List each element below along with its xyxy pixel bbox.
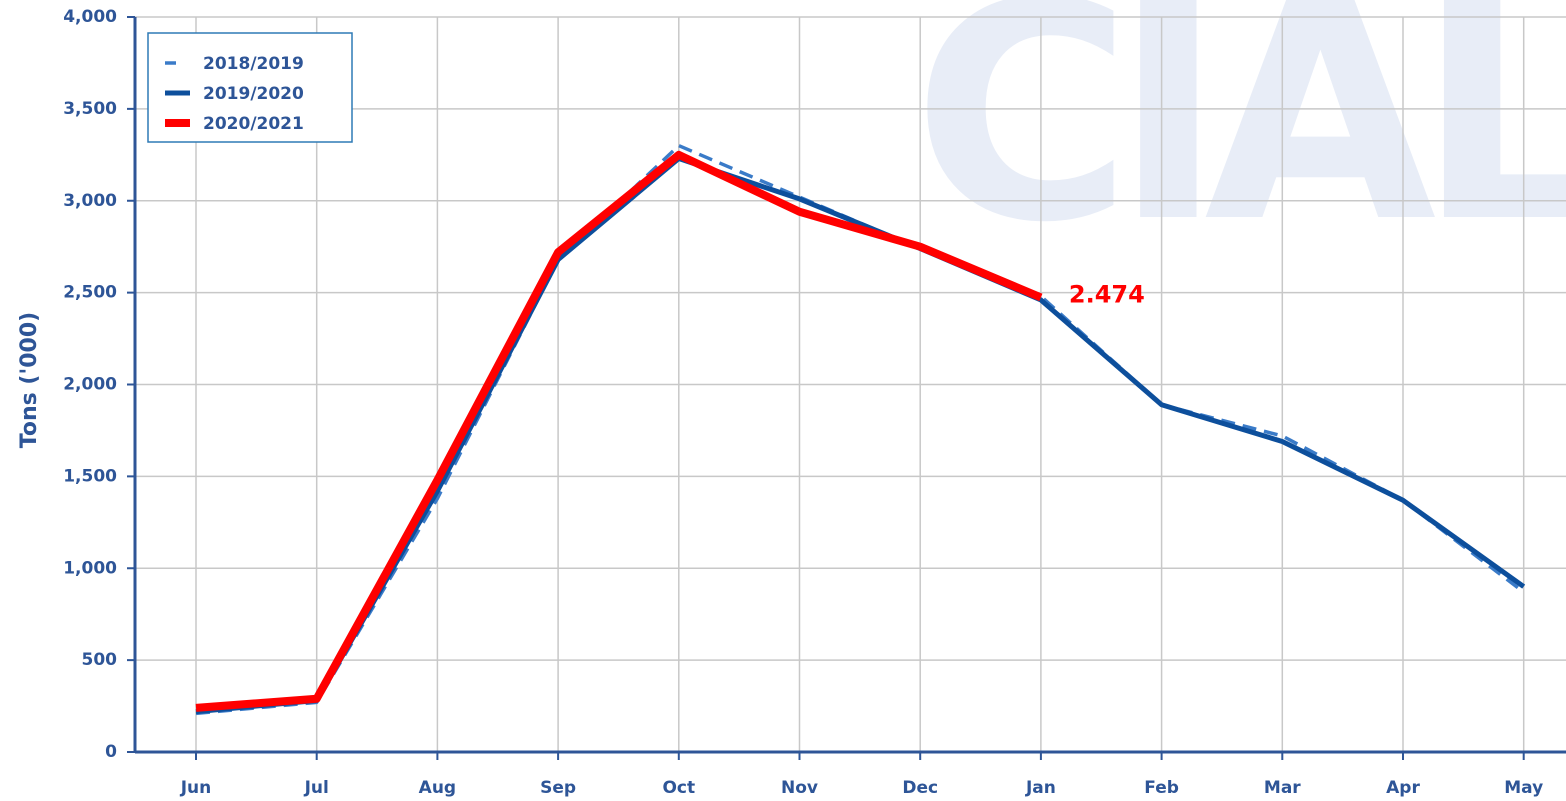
x-tick-label: May <box>1504 778 1543 798</box>
x-tick-label: Apr <box>1386 778 1420 798</box>
y-tick-label: 500 <box>82 650 118 670</box>
y-tick-label: 0 <box>105 742 117 762</box>
y-tick-label: 3,000 <box>63 191 117 211</box>
y-axis-label: Tons ('000) <box>17 312 42 448</box>
x-tick-label: Sep <box>540 778 576 798</box>
value-label: 2.474 <box>1069 280 1145 308</box>
y-tick-label: 4,000 <box>63 7 117 27</box>
legend-label: 2018/2019 <box>203 54 304 74</box>
y-tick-label: 2,000 <box>63 375 117 395</box>
y-tick-label: 1,500 <box>63 466 117 486</box>
x-tick-label: Jun <box>180 778 212 798</box>
series-line <box>195 155 1526 715</box>
x-tick-label: Mar <box>1264 778 1301 798</box>
watermark: CIAL <box>912 0 1566 288</box>
x-tick-label: Feb <box>1144 778 1179 798</box>
y-tick-label: 1,000 <box>63 558 117 578</box>
x-tick-label: Oct <box>662 778 695 798</box>
series-line <box>195 143 1525 716</box>
x-tick-label: Aug <box>419 778 456 798</box>
legend-label: 2019/2020 <box>203 84 304 104</box>
y-tick-label: 2,500 <box>63 283 117 303</box>
legend-label: 2020/2021 <box>203 114 304 134</box>
series-line <box>195 150 1043 712</box>
x-tick-label: Jul <box>304 778 329 798</box>
x-tick-label: Jan <box>1025 778 1056 798</box>
x-tick-label: Dec <box>902 778 938 798</box>
y-tick-label: 3,500 <box>63 99 117 119</box>
x-tick-label: Nov <box>781 778 818 798</box>
